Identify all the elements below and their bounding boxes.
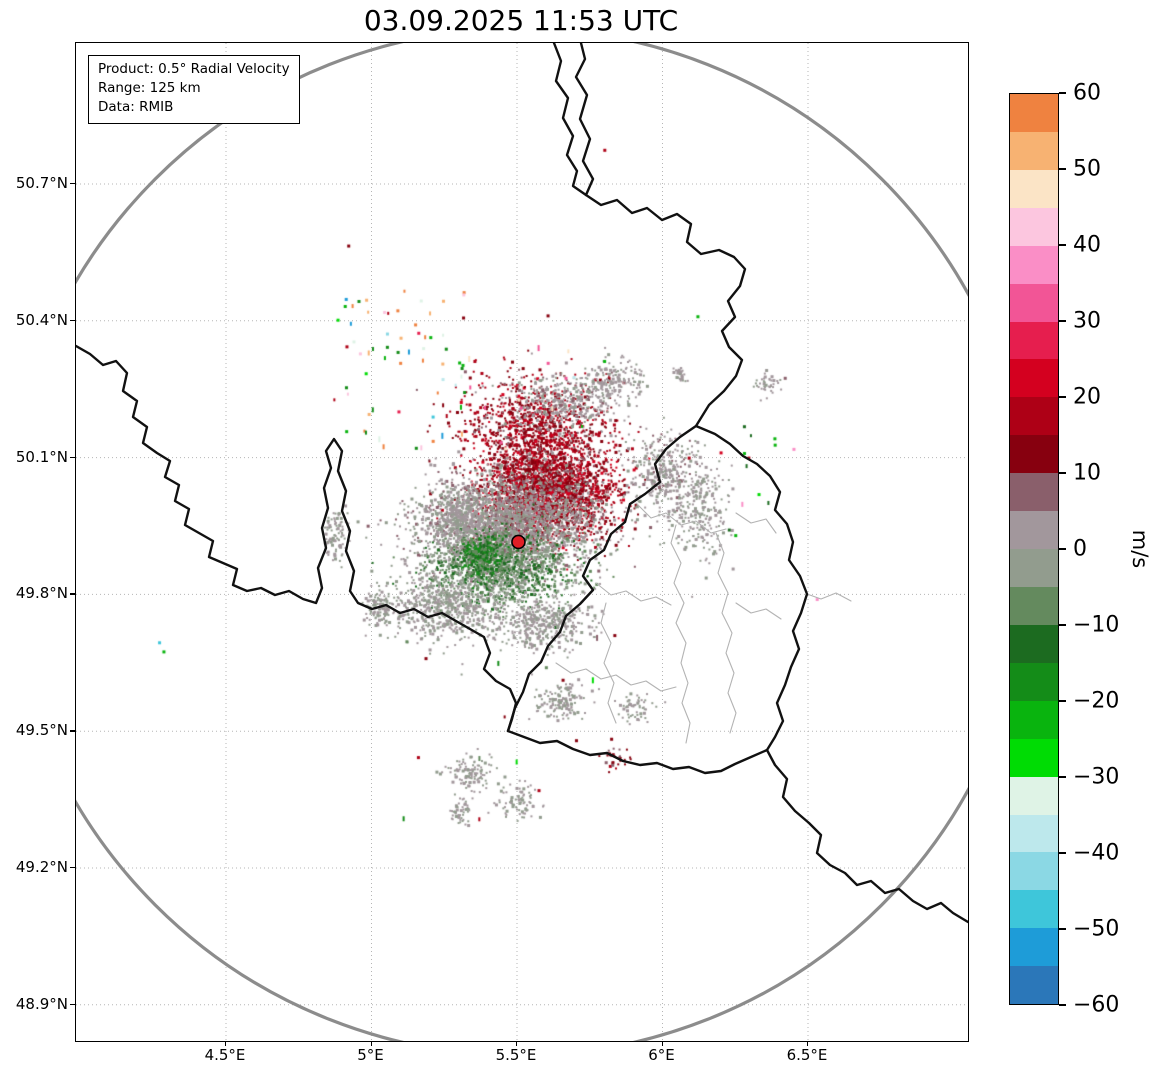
- y-tick-label: 49.2°N: [15, 858, 68, 876]
- colorbar-band: [1010, 738, 1058, 777]
- map-plot-area: Product: 0.5° Radial Velocity Range: 125…: [75, 42, 969, 1042]
- info-range: Range: 125 km: [98, 80, 201, 97]
- country-borders: [76, 43, 968, 924]
- colorbar-tick-mark: [1059, 548, 1066, 550]
- colorbar-band: [1010, 283, 1058, 322]
- colorbar-band: [1010, 94, 1058, 132]
- y-tick-mark: [70, 730, 75, 732]
- colorbar-band: [1010, 662, 1058, 701]
- colorbar-tick-mark: [1059, 92, 1066, 94]
- colorbar-tick-label: −30: [1073, 764, 1120, 790]
- y-tick-mark: [70, 456, 75, 458]
- y-tick-mark: [70, 1003, 75, 1006]
- colorbar-band: [1010, 852, 1058, 891]
- colorbar-tick-label: 10: [1073, 460, 1101, 486]
- colorbar-unit-label: m/s: [1128, 529, 1153, 569]
- colorbar-tick-mark: [1059, 928, 1066, 930]
- x-tick-label: 5.5°E: [495, 1046, 537, 1064]
- info-box: Product: 0.5° Radial Velocity Range: 125…: [88, 55, 300, 125]
- colorbar-band: [1010, 245, 1058, 284]
- colorbar-tick-label: −40: [1073, 840, 1120, 866]
- y-tick-mark: [70, 319, 75, 322]
- colorbar-band: [1010, 586, 1058, 625]
- x-tick-mark: [225, 1041, 227, 1046]
- colorbar-tick-mark: [1059, 700, 1066, 702]
- colorbar-tick-label: −20: [1073, 688, 1120, 714]
- colorbar-tick-label: 0: [1073, 536, 1087, 562]
- colorbar-tick-mark: [1059, 320, 1066, 322]
- colorbar-band: [1010, 207, 1058, 246]
- x-tick-mark: [661, 1041, 663, 1046]
- colorbar-band: [1010, 473, 1058, 512]
- radar-site-marker: [511, 534, 526, 550]
- colorbar-band: [1010, 435, 1058, 474]
- y-tick-label: 49.8°N: [15, 584, 68, 603]
- colorbar-tick-mark: [1059, 1004, 1066, 1006]
- colorbar-band: [1010, 549, 1058, 587]
- x-tick-label: 5°E: [357, 1046, 384, 1064]
- colorbar-band: [1010, 321, 1058, 360]
- x-tick-label: 6°E: [648, 1046, 675, 1064]
- colorbar-tick-mark: [1059, 624, 1066, 626]
- y-tick-label: 49.5°N: [15, 721, 68, 740]
- x-tick-mark: [807, 1041, 809, 1046]
- colorbar-band: [1010, 397, 1058, 436]
- colorbar-tick-label: 40: [1073, 232, 1101, 258]
- info-product: Product: 0.5° Radial Velocity: [98, 61, 290, 77]
- colorbar-tick-label: 60: [1073, 80, 1101, 106]
- colorbar-tick-label: −50: [1073, 916, 1120, 942]
- colorbar-tick-label: −60: [1073, 992, 1120, 1018]
- y-tick-mark: [70, 867, 75, 869]
- colorbar-band: [1010, 776, 1058, 815]
- y-tick-label: 48.9°N: [15, 994, 68, 1013]
- colorbar: 60 50 40 30 20 10 0 −10 −20 −30 −40 −50 −60 m/s: [1009, 81, 1171, 1018]
- colorbar-band: [1010, 169, 1058, 208]
- x-tick-label: 6.5°E: [786, 1046, 828, 1064]
- colorbar-scale: [1009, 93, 1059, 1005]
- colorbar-band: [1010, 928, 1058, 967]
- colorbar-tick-label: 50: [1073, 156, 1101, 182]
- info-data-source: Data: RMIB: [98, 99, 174, 116]
- y-tick-mark: [70, 183, 75, 185]
- x-tick-mark: [370, 1041, 372, 1046]
- colorbar-band: [1010, 814, 1058, 853]
- colorbar-tick-mark: [1059, 396, 1066, 398]
- colorbar-tick-label: 20: [1073, 384, 1101, 410]
- y-tick-mark: [70, 593, 75, 595]
- colorbar-tick-mark: [1059, 244, 1066, 246]
- colorbar-tick-mark: [1059, 168, 1066, 170]
- colorbar-band: [1010, 359, 1058, 398]
- colorbar-band: [1010, 890, 1058, 929]
- colorbar-tick-mark: [1059, 852, 1066, 854]
- colorbar-band: [1010, 966, 1058, 1005]
- colorbar-band: [1010, 624, 1058, 663]
- colorbar-tick-label: 30: [1073, 308, 1101, 334]
- y-tick-label: 50.1°N: [15, 447, 68, 466]
- colorbar-tick-mark: [1059, 776, 1066, 778]
- chart-title: 03.09.2025 11:53 UTC: [363, 4, 679, 37]
- colorbar-band: [1010, 700, 1058, 739]
- x-tick-mark: [516, 1041, 518, 1046]
- y-tick-label: 50.4°N: [15, 310, 68, 329]
- x-tick-label: 4.5°E: [204, 1046, 246, 1064]
- colorbar-tick-mark: [1059, 472, 1066, 474]
- colorbar-band: [1010, 511, 1058, 550]
- y-tick-label: 50.7°N: [15, 174, 68, 192]
- colorbar-band: [1010, 131, 1058, 170]
- colorbar-tick-label: −10: [1073, 612, 1120, 638]
